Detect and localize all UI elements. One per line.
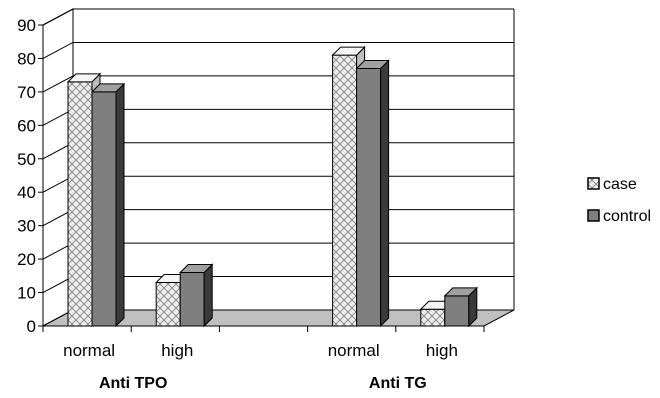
x-category-label: high bbox=[161, 341, 193, 360]
y-tick-label: 70 bbox=[17, 83, 36, 102]
y-tick-label: 80 bbox=[17, 49, 36, 68]
bar-top-control-0 bbox=[90, 83, 126, 93]
bar-case-0 bbox=[67, 81, 93, 327]
bar-side-control-2 bbox=[380, 59, 390, 328]
bar-case-1 bbox=[155, 282, 181, 327]
bar-side-control-0 bbox=[115, 82, 125, 328]
y-tick-label: 30 bbox=[17, 217, 36, 236]
bars bbox=[66, 45, 479, 328]
bar-top-control-1 bbox=[178, 263, 214, 273]
bar-top-case-2 bbox=[331, 46, 366, 56]
bar-top-control-3 bbox=[443, 287, 479, 297]
x-category-label: normal bbox=[328, 341, 380, 360]
bar-control-2 bbox=[356, 67, 382, 327]
bar-control-1 bbox=[179, 271, 205, 327]
legend-swatch-control bbox=[587, 209, 600, 222]
axes bbox=[38, 9, 515, 332]
y-tick-label: 60 bbox=[17, 116, 36, 135]
x-group-label: Anti TPO bbox=[99, 375, 167, 392]
bar-case-3 bbox=[420, 308, 446, 327]
y-tick-label: 40 bbox=[17, 183, 36, 202]
legend-label-control: control bbox=[603, 208, 651, 225]
bar-case-2 bbox=[332, 54, 358, 327]
bar-control-3 bbox=[444, 295, 470, 327]
x-category-label: high bbox=[426, 341, 458, 360]
y-tick-label: 90 bbox=[17, 16, 36, 35]
gridline bbox=[42, 8, 514, 26]
bar-side-control-1 bbox=[203, 263, 213, 328]
axis-labels: 0 10 20 30 40 50 60 70 80 90 normal high normal high A… bbox=[17, 16, 458, 392]
legend-swatch-case bbox=[587, 177, 600, 190]
legend-label-case: case bbox=[603, 176, 637, 193]
legend: case control bbox=[587, 176, 651, 225]
x-group-label: Anti TG bbox=[369, 375, 427, 392]
bar-top-case-0 bbox=[66, 73, 102, 83]
y-tick-label: 10 bbox=[17, 284, 36, 303]
x-category-label: normal bbox=[63, 341, 115, 360]
y-tick-label: 20 bbox=[17, 250, 36, 269]
back-wall bbox=[73, 9, 514, 310]
y-tick-label: 50 bbox=[17, 150, 36, 169]
bar-control-0 bbox=[91, 91, 117, 327]
gridline bbox=[42, 41, 514, 59]
bar-top-control-2 bbox=[355, 59, 390, 69]
y-tick-label: 0 bbox=[27, 317, 36, 336]
